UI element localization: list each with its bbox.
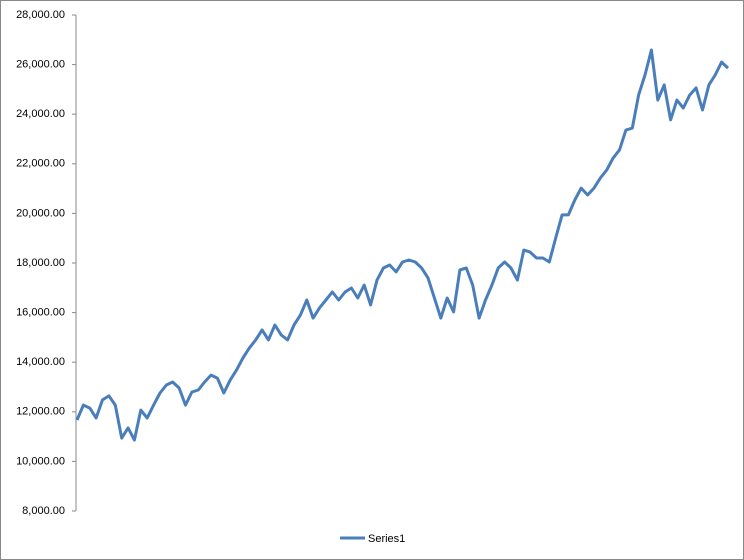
y-tick-label: 12,000.00	[16, 406, 65, 418]
y-tick-label: 8,000.00	[22, 505, 65, 517]
data-line	[75, 48, 730, 442]
y-tick-label: 18,000.00	[16, 257, 65, 269]
y-tick-label: 16,000.00	[16, 307, 65, 319]
y-tick-label: 26,000.00	[16, 59, 65, 71]
legend-label: Series1	[368, 533, 405, 545]
y-tick-label: 10,000.00	[16, 455, 65, 467]
y-tick-label: 28,000.00	[16, 9, 65, 21]
y-tick-label: 14,000.00	[16, 356, 65, 368]
y-tick-label: 22,000.00	[16, 158, 65, 170]
y-tick-label: 24,000.00	[16, 108, 65, 120]
y-tick-label: 20,000.00	[16, 207, 65, 219]
